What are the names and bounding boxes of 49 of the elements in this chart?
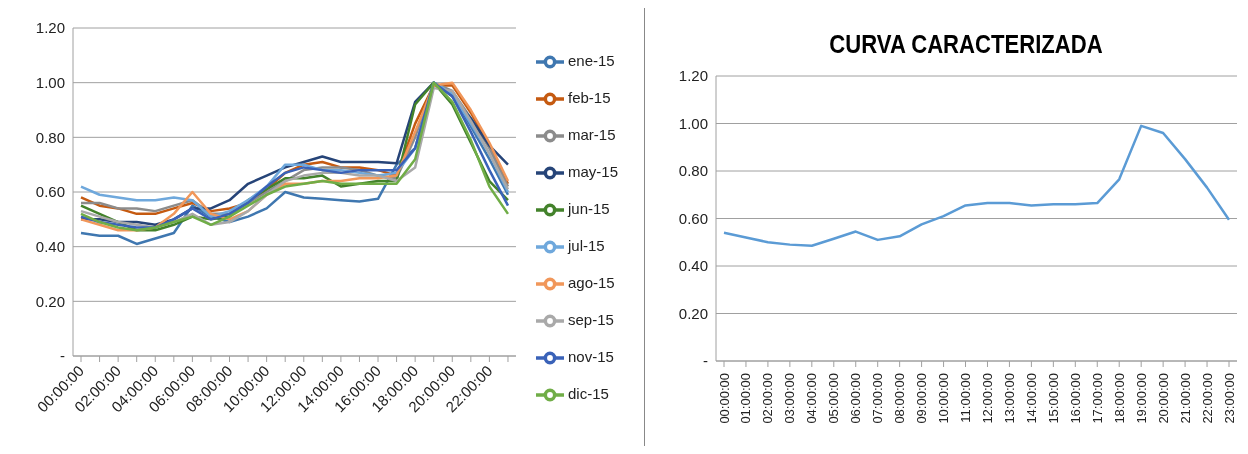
x-tick-label: 20:00:00	[1155, 373, 1171, 424]
x-tick-label: 01:00:00	[738, 373, 754, 424]
x-tick-label: 18:00:00	[1111, 373, 1127, 424]
x-tick-label: 14:00:00	[1023, 373, 1039, 424]
x-tick-label: 15:00:00	[1045, 373, 1061, 424]
x-tick-label: 12:00:00	[979, 373, 995, 424]
y-tick-label: -	[703, 352, 708, 370]
legend-label: feb-15	[567, 89, 611, 106]
x-tick-label: 00:00:00	[716, 373, 732, 424]
y-tick-label: 0.80	[35, 128, 65, 146]
x-tick-label: 04:00:00	[804, 373, 820, 424]
y-tick-label: -	[60, 347, 65, 365]
x-tick-label: 16:00:00	[1067, 373, 1083, 424]
y-tick-label: 1.20	[678, 67, 708, 85]
x-tick-label: 02:00:00	[760, 373, 776, 424]
x-tick-label: 06:00:00	[848, 373, 864, 424]
y-tick-label: 1.20	[35, 19, 65, 37]
chart-title: CURVA CARACTERIZADA	[828, 28, 1104, 61]
x-tick-label: 17:00:00	[1089, 373, 1105, 424]
y-tick-label: 0.20	[35, 292, 65, 310]
x-tick-label: 03:00:00	[782, 373, 798, 424]
x-tick-label: 22:00:00	[1199, 373, 1215, 424]
x-tick-label: 23:00:00	[1221, 373, 1237, 424]
y-tick-label: 0.80	[678, 162, 708, 180]
legend-label: ago-15	[567, 274, 615, 291]
x-tick-label: 21:00:00	[1177, 373, 1193, 424]
y-tick-label: 0.60	[35, 183, 65, 201]
x-tick-label: 08:00:00	[892, 373, 908, 424]
x-tick-label: 07:00:00	[870, 373, 886, 424]
y-tick-label: 0.60	[678, 209, 708, 227]
x-tick-label: 13:00:00	[1001, 373, 1017, 424]
legend-label: ene-15	[567, 52, 615, 69]
y-tick-label: 0.40	[678, 257, 708, 275]
y-tick-label: 1.00	[678, 114, 708, 132]
legend-label: mar-15	[567, 126, 616, 143]
legend-label: may-15	[567, 163, 618, 180]
y-tick-label: 0.20	[678, 304, 708, 322]
legend-label: sep-15	[567, 311, 614, 328]
legend-label: jul-15	[567, 237, 605, 254]
y-tick-label: 1.00	[35, 73, 65, 91]
y-tick-label: 0.40	[35, 237, 65, 255]
legend-label: dic-15	[567, 385, 609, 402]
legend-label: nov-15	[567, 348, 614, 365]
x-tick-label: 09:00:00	[914, 373, 930, 424]
x-tick-label: 10:00:00	[936, 373, 952, 424]
x-tick-label: 19:00:00	[1133, 373, 1149, 424]
legend-label: jun-15	[567, 200, 610, 217]
x-tick-label: 11:00:00	[958, 373, 974, 423]
x-tick-label: 05:00:00	[826, 373, 842, 424]
